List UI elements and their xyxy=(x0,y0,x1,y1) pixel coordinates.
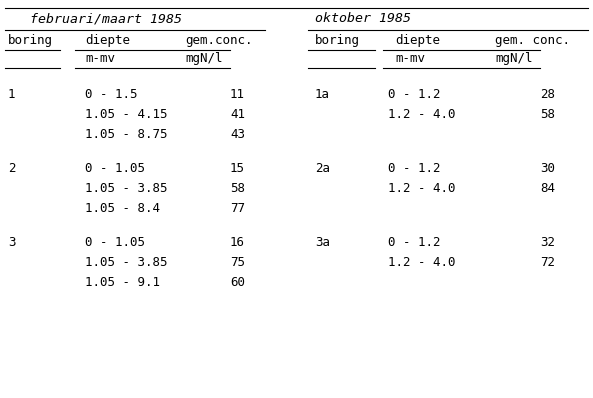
Text: 1.05 - 8.75: 1.05 - 8.75 xyxy=(85,128,167,141)
Text: 0 - 1.05: 0 - 1.05 xyxy=(85,236,145,249)
Text: mgN/l: mgN/l xyxy=(185,52,222,65)
Text: 32: 32 xyxy=(540,236,555,249)
Text: diepte: diepte xyxy=(85,34,130,47)
Text: 60: 60 xyxy=(230,276,245,289)
Text: 1.2 - 4.0: 1.2 - 4.0 xyxy=(388,182,455,195)
Text: boring: boring xyxy=(8,34,53,47)
Text: 58: 58 xyxy=(540,108,555,121)
Text: 11: 11 xyxy=(230,88,245,101)
Text: 1.05 - 4.15: 1.05 - 4.15 xyxy=(85,108,167,121)
Text: oktober 1985: oktober 1985 xyxy=(315,12,411,25)
Text: 0 - 1.5: 0 - 1.5 xyxy=(85,88,138,101)
Text: gem. conc.: gem. conc. xyxy=(495,34,570,47)
Text: 28: 28 xyxy=(540,88,555,101)
Text: 1.05 - 9.1: 1.05 - 9.1 xyxy=(85,276,160,289)
Text: m-mv: m-mv xyxy=(395,52,425,65)
Text: 58: 58 xyxy=(230,182,245,195)
Text: 15: 15 xyxy=(230,162,245,175)
Text: boring: boring xyxy=(315,34,360,47)
Text: mgN/l: mgN/l xyxy=(495,52,533,65)
Text: 84: 84 xyxy=(540,182,555,195)
Text: 1.2 - 4.0: 1.2 - 4.0 xyxy=(388,256,455,269)
Text: 30: 30 xyxy=(540,162,555,175)
Text: gem.conc.: gem.conc. xyxy=(185,34,253,47)
Text: 1.05 - 3.85: 1.05 - 3.85 xyxy=(85,256,167,269)
Text: 41: 41 xyxy=(230,108,245,121)
Text: 1.05 - 8.4: 1.05 - 8.4 xyxy=(85,202,160,215)
Text: 1a: 1a xyxy=(315,88,330,101)
Text: 77: 77 xyxy=(230,202,245,215)
Text: 1.2 - 4.0: 1.2 - 4.0 xyxy=(388,108,455,121)
Text: m-mv: m-mv xyxy=(85,52,115,65)
Text: 1: 1 xyxy=(8,88,15,101)
Text: februari/maart 1985: februari/maart 1985 xyxy=(30,12,182,25)
Text: diepte: diepte xyxy=(395,34,440,47)
Text: 3: 3 xyxy=(8,236,15,249)
Text: 72: 72 xyxy=(540,256,555,269)
Text: 0 - 1.05: 0 - 1.05 xyxy=(85,162,145,175)
Text: 0 - 1.2: 0 - 1.2 xyxy=(388,236,441,249)
Text: 2a: 2a xyxy=(315,162,330,175)
Text: 3a: 3a xyxy=(315,236,330,249)
Text: 0 - 1.2: 0 - 1.2 xyxy=(388,162,441,175)
Text: 75: 75 xyxy=(230,256,245,269)
Text: 43: 43 xyxy=(230,128,245,141)
Text: 2: 2 xyxy=(8,162,15,175)
Text: 16: 16 xyxy=(230,236,245,249)
Text: 1.05 - 3.85: 1.05 - 3.85 xyxy=(85,182,167,195)
Text: 0 - 1.2: 0 - 1.2 xyxy=(388,88,441,101)
